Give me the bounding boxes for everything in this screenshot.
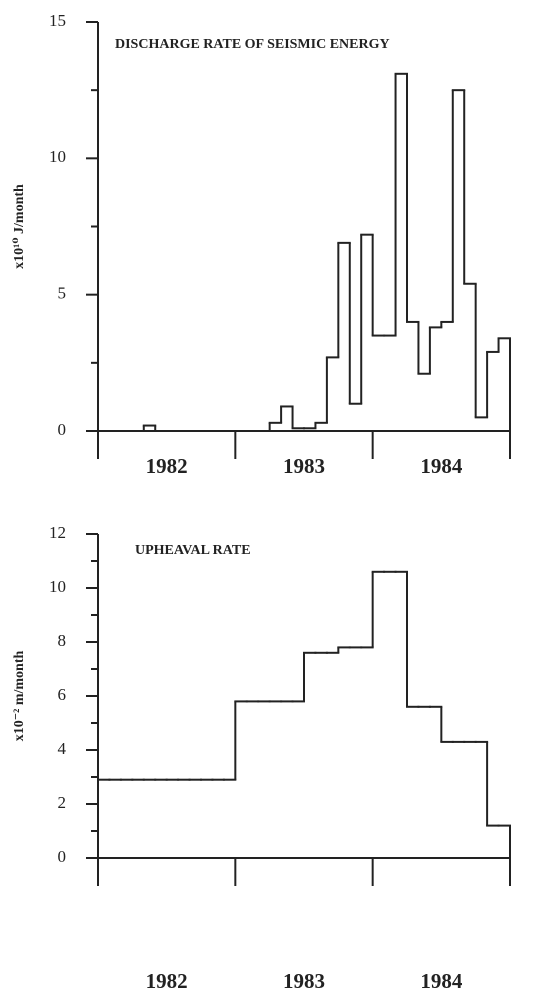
y-tick-label: 2 bbox=[58, 793, 67, 812]
x-category-label: 1984 bbox=[420, 454, 463, 478]
y-tick-label: 0 bbox=[58, 420, 67, 439]
y-axis-label: x10⁻² m/month bbox=[12, 651, 27, 742]
chart-title: DISCHARGE RATE OF SEISMIC ENERGY bbox=[115, 37, 390, 52]
x-category-label: 1984 bbox=[420, 969, 463, 993]
y-tick-label: 12 bbox=[49, 523, 66, 542]
y-tick-label: 10 bbox=[49, 147, 66, 166]
y-tick-label: 6 bbox=[58, 685, 67, 704]
x-category-label: 1982 bbox=[146, 969, 188, 993]
y-tick-label: 5 bbox=[58, 284, 67, 303]
y-tick-label: 0 bbox=[58, 847, 67, 866]
y-tick-label: 10 bbox=[49, 577, 66, 596]
x-category-label: 1982 bbox=[146, 454, 188, 478]
x-category-label: 1983 bbox=[283, 454, 325, 478]
x-category-label: 1983 bbox=[283, 969, 325, 993]
y-tick-label: 4 bbox=[58, 739, 67, 758]
y-tick-label: 8 bbox=[58, 631, 67, 650]
y-axis-label: x10¹⁰ J/month bbox=[12, 184, 27, 269]
chart-title: UPHEAVAL RATE bbox=[135, 543, 251, 558]
y-tick-label: 15 bbox=[49, 11, 66, 30]
